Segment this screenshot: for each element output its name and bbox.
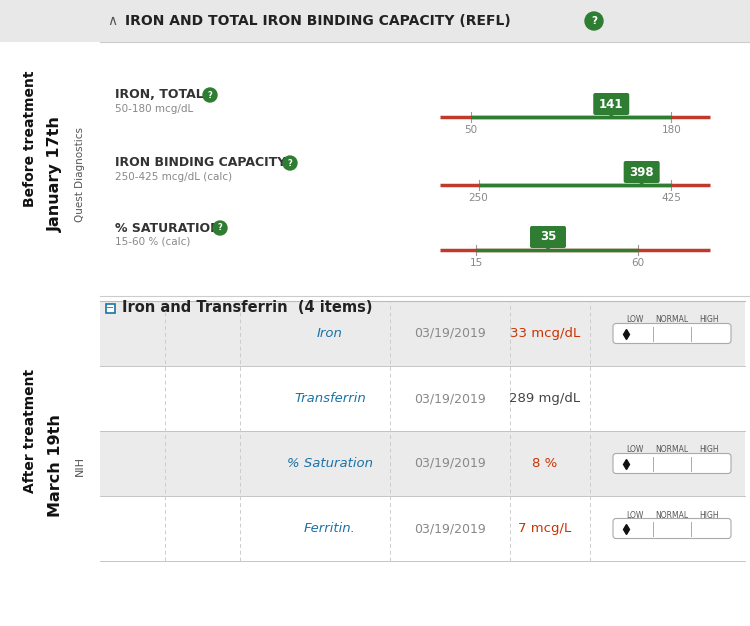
Polygon shape	[608, 113, 615, 116]
Text: NIH: NIH	[75, 456, 85, 476]
FancyBboxPatch shape	[106, 304, 115, 312]
Text: HIGH: HIGH	[700, 446, 719, 454]
Circle shape	[203, 88, 217, 102]
Text: ?: ?	[217, 223, 222, 232]
Text: After treatment: After treatment	[23, 369, 37, 493]
Text: NORMAL: NORMAL	[656, 316, 688, 324]
Text: HIGH: HIGH	[700, 316, 719, 324]
Text: 425: 425	[662, 193, 681, 203]
FancyBboxPatch shape	[530, 226, 566, 248]
Polygon shape	[638, 181, 646, 184]
Text: LOW: LOW	[626, 446, 644, 454]
Text: 03/19/2019: 03/19/2019	[414, 457, 486, 470]
FancyBboxPatch shape	[593, 93, 629, 115]
Text: LOW: LOW	[626, 510, 644, 520]
Text: NORMAL: NORMAL	[656, 510, 688, 520]
Text: HIGH: HIGH	[700, 510, 719, 520]
Text: 35: 35	[540, 230, 556, 244]
FancyBboxPatch shape	[0, 0, 750, 42]
Text: 50-180 mcg/dL: 50-180 mcg/dL	[115, 104, 194, 114]
Text: 03/19/2019: 03/19/2019	[414, 522, 486, 535]
Text: 289 mg/dL: 289 mg/dL	[509, 392, 580, 405]
Text: 15: 15	[470, 258, 483, 268]
Text: NORMAL: NORMAL	[656, 446, 688, 454]
Text: Transferrin: Transferrin	[294, 392, 366, 405]
Polygon shape	[544, 246, 552, 249]
Text: 03/19/2019: 03/19/2019	[414, 327, 486, 340]
FancyBboxPatch shape	[613, 324, 731, 344]
Text: 398: 398	[629, 165, 654, 178]
Text: IRON, TOTAL: IRON, TOTAL	[115, 88, 204, 101]
Text: 250-425 mcg/dL (calc): 250-425 mcg/dL (calc)	[115, 172, 232, 182]
Text: Before treatment: Before treatment	[23, 71, 37, 207]
Text: 60: 60	[632, 258, 644, 268]
FancyBboxPatch shape	[613, 453, 731, 473]
FancyBboxPatch shape	[624, 161, 660, 183]
Text: 50: 50	[464, 125, 478, 135]
Text: January 17th: January 17th	[47, 116, 62, 232]
Text: % Saturation: % Saturation	[287, 457, 373, 470]
Text: Iron and Transferrin  (4 items): Iron and Transferrin (4 items)	[122, 300, 373, 316]
Text: −: −	[106, 303, 115, 313]
FancyBboxPatch shape	[100, 431, 745, 496]
Text: 8 %: 8 %	[532, 457, 557, 470]
Text: LOW: LOW	[626, 316, 644, 324]
Text: Ferritin.: Ferritin.	[304, 522, 356, 535]
Text: 7 mcg/L: 7 mcg/L	[518, 522, 572, 535]
Text: 33 mcg/dL: 33 mcg/dL	[510, 327, 580, 340]
Text: ?: ?	[208, 91, 212, 100]
Text: ?: ?	[591, 16, 597, 26]
Text: Iron: Iron	[317, 327, 343, 340]
Text: 03/19/2019: 03/19/2019	[414, 392, 486, 405]
FancyBboxPatch shape	[100, 301, 745, 366]
Text: 250: 250	[469, 193, 488, 203]
Text: IRON AND TOTAL IRON BINDING CAPACITY (REFL): IRON AND TOTAL IRON BINDING CAPACITY (RE…	[125, 14, 511, 28]
Text: IRON BINDING CAPACITY: IRON BINDING CAPACITY	[115, 156, 286, 170]
Text: ?: ?	[288, 158, 292, 168]
Text: March 19th: March 19th	[47, 414, 62, 518]
FancyBboxPatch shape	[613, 518, 731, 538]
Text: 180: 180	[662, 125, 681, 135]
Text: 141: 141	[599, 98, 623, 111]
Circle shape	[585, 12, 603, 30]
Text: ∧: ∧	[107, 14, 117, 28]
Circle shape	[283, 156, 297, 170]
Text: 15-60 % (calc): 15-60 % (calc)	[115, 237, 190, 247]
Circle shape	[213, 221, 227, 235]
Text: Quest Diagnostics: Quest Diagnostics	[75, 126, 85, 222]
Text: % SATURATION: % SATURATION	[115, 222, 220, 235]
